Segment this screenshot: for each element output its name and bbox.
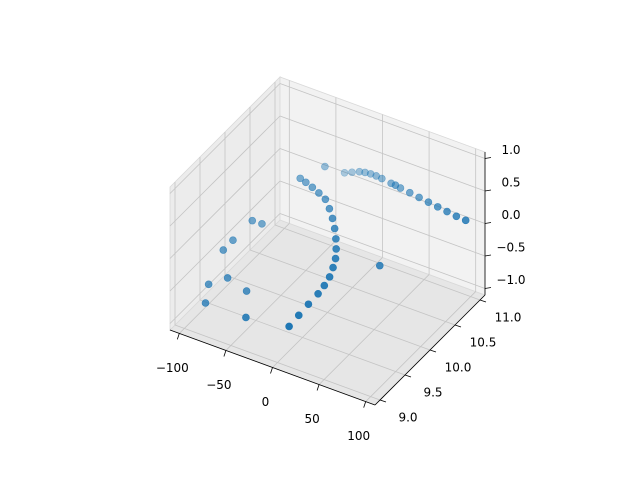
grid-line: [279, 213, 486, 289]
data-point: [378, 174, 386, 183]
z-tick: [484, 157, 492, 159]
data-point: [331, 254, 340, 263]
data-point: [361, 168, 369, 177]
data-point: [329, 263, 337, 272]
y-tick: [454, 324, 462, 328]
z-tick: [484, 287, 492, 289]
data-point: [355, 167, 364, 176]
grid-line: [169, 213, 281, 324]
y-tick: [429, 349, 437, 353]
z-tick: [484, 222, 492, 224]
grid-line: [169, 148, 281, 259]
grid-line: [274, 224, 481, 301]
data-point: [405, 188, 414, 197]
y-tick-label: 11.0: [495, 311, 522, 325]
data-point: [242, 287, 251, 295]
data-point: [340, 168, 349, 177]
z-tick-label: 1.0: [501, 143, 520, 157]
x-tick-label: 50: [304, 412, 319, 426]
z-tick-label: −1.0: [496, 273, 525, 287]
x-axis-line: [169, 329, 376, 406]
x-tick: [363, 401, 367, 408]
data-point: [285, 322, 293, 331]
data-point: [314, 289, 322, 298]
y-axis-line: [374, 294, 486, 406]
data-point: [452, 212, 461, 221]
x-tick-label: 100: [347, 429, 370, 443]
data-point: [219, 246, 228, 254]
data-point: [366, 170, 375, 178]
data-point: [325, 204, 334, 213]
data-point: [321, 195, 330, 204]
data-point: [204, 280, 213, 289]
data-point: [308, 183, 317, 192]
data-point: [332, 245, 340, 253]
data-point: [415, 193, 423, 202]
grid-line: [279, 148, 486, 224]
x-tick: [176, 333, 180, 340]
x-tick: [223, 350, 227, 357]
grid-line: [279, 83, 486, 159]
data-point: [391, 181, 400, 190]
data-point: [348, 168, 356, 177]
data-point: [315, 189, 323, 197]
data-point: [201, 299, 210, 307]
grid-line: [279, 115, 486, 192]
z-tick-label: −0.5: [496, 241, 525, 255]
y-tick: [404, 374, 412, 378]
grid-line: [169, 180, 281, 292]
y-tick-label: 10.5: [470, 336, 497, 350]
data-point: [461, 216, 470, 225]
data-point: [433, 203, 442, 211]
data-point: [320, 281, 329, 290]
grid-line: [174, 324, 381, 401]
data-point: [321, 162, 329, 171]
y-tick-label: 10.0: [445, 361, 472, 375]
data-point: [330, 224, 339, 233]
x-tick: [270, 367, 273, 374]
y-tick-label: 9.0: [398, 411, 417, 425]
x-tick-label: −50: [206, 378, 231, 392]
data-point: [332, 235, 340, 243]
y-tick: [479, 299, 487, 303]
data-point: [375, 261, 384, 270]
data-point: [294, 311, 303, 320]
z-tick: [484, 254, 492, 257]
data-point: [302, 178, 310, 187]
data-point: [328, 214, 337, 223]
z-tick-label: 0.0: [501, 208, 520, 222]
x-tick-label: 0: [262, 395, 270, 409]
y-tick-label: 9.5: [423, 386, 442, 400]
grid-line: [224, 274, 431, 351]
data-point: [304, 300, 313, 309]
data-point: [242, 313, 250, 322]
z-tick-label: 0.5: [501, 176, 520, 190]
grid-line: [199, 299, 406, 376]
data-point: [325, 273, 334, 281]
x-tick-label: −100: [156, 361, 189, 375]
y-tick: [379, 399, 387, 403]
data-point: [248, 216, 257, 225]
z-tick: [484, 189, 492, 192]
data-point: [258, 220, 266, 228]
grid-line: [169, 115, 281, 227]
data-point: [296, 174, 305, 183]
data-point: [229, 236, 237, 245]
x-tick: [316, 384, 320, 391]
grid-line: [279, 180, 486, 257]
grid-line: [249, 249, 456, 326]
data-point: [223, 274, 232, 282]
data-point: [424, 198, 433, 206]
data-point: [443, 207, 451, 216]
grid-line: [169, 83, 281, 194]
